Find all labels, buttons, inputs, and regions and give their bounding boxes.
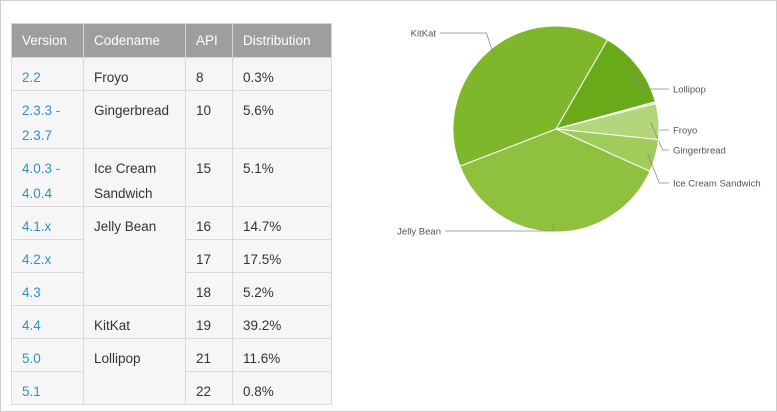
pie-slice-jelly-bean (459, 128, 651, 233)
pie-slice-lollipop (554, 39, 656, 130)
version-link[interactable]: 4.4 (11, 305, 84, 339)
api-cell: 8 (185, 57, 233, 91)
distribution-cell: 0.3% (232, 57, 332, 91)
codename-cell: Gingerbread (83, 90, 186, 149)
leader-line (630, 70, 669, 90)
table-header-row: Version Codename API Distribution (11, 23, 332, 58)
api-cell: 10 (185, 90, 233, 149)
version-link[interactable]: 5.1 (11, 371, 84, 405)
table-row: 4.4 KitKat 19 39.2% (11, 305, 332, 339)
table-row: 5.0 Lollipop 21 11.6% (11, 338, 332, 405)
version-link[interactable]: 4.3 (11, 272, 84, 306)
codename-cell: Ice Cream Sandwich (83, 148, 186, 207)
leader-line (650, 121, 669, 151)
table-row: 2.2 Froyo 8 0.3% (11, 57, 332, 91)
distribution-cell: 11.6% (232, 338, 332, 372)
slice-label: KitKat (411, 29, 437, 40)
table-row: 4.0.3 - 4.0.4 Ice Cream Sandwich 15 5.1% (11, 148, 332, 207)
distribution-cell: 5.2% (232, 272, 332, 306)
slice-label: Gingerbread (673, 146, 726, 157)
slice-label: Jelly Bean (397, 227, 441, 238)
slice-label: Ice Cream Sandwich (673, 179, 761, 190)
version-link[interactable]: 4.0.3 - 4.0.4 (11, 148, 84, 207)
version-link[interactable]: 4.1.x (11, 206, 84, 240)
header-api: API (185, 23, 233, 58)
codename-text: Ice Cream Sandwich (94, 161, 157, 201)
header-distribution: Distribution (232, 23, 332, 58)
slice-label: Froyo (673, 126, 697, 137)
distribution-cell: 5.1% (232, 148, 332, 207)
distribution-cell: 17.5% (232, 239, 332, 273)
table-row: 2.3.3 - 2.3.7 Gingerbread 10 5.6% (11, 90, 332, 149)
api-cell: 22 (185, 371, 233, 405)
slice-label: Lollipop (673, 85, 706, 96)
version-link[interactable]: 2.2 (11, 57, 84, 91)
distribution-cell: 39.2% (232, 305, 332, 339)
header-codename: Codename (83, 23, 186, 58)
api-cell: 17 (185, 239, 233, 273)
api-cell: 19 (185, 305, 233, 339)
pie-slice-kitkat (452, 25, 609, 167)
version-link[interactable]: 5.0 (11, 338, 84, 372)
distribution-cell: 0.8% (232, 371, 332, 405)
api-cell: 18 (185, 272, 233, 306)
table-row: 4.2.x 17 17.5% (11, 239, 332, 273)
distribution-pie-chart: Lollipop Froyo Gingerbread Ice Cream Sandwi… (397, 25, 761, 238)
leader-line (647, 153, 669, 184)
api-cell: 15 (185, 148, 233, 207)
table-row: 4.3 18 5.2% (11, 272, 332, 306)
table-row: 4.1.x Jelly Bean 16 14.7% (11, 206, 332, 306)
version-text: 2.3.3 - 2.3.7 (22, 103, 61, 143)
distribution-table: Version Codename API Distribution 2.2 Fr… (11, 23, 332, 405)
codename-cell: Jelly Bean (83, 206, 186, 306)
version-text: 4.0.3 - 4.0.4 (22, 161, 61, 201)
version-link[interactable]: 4.2.x (11, 239, 84, 273)
codename-cell: Lollipop (83, 338, 186, 405)
leader-line (440, 32, 495, 58)
header-version: Version (11, 23, 84, 58)
codename-cell: Froyo (83, 57, 186, 91)
table-row: 5.1 22 0.8% (11, 371, 332, 405)
api-cell: 16 (185, 206, 233, 240)
leader-line (445, 223, 554, 232)
version-link[interactable]: 2.3.3 - 2.3.7 (11, 90, 84, 149)
codename-cell: KitKat (83, 305, 186, 339)
distribution-cell: 14.7% (232, 206, 332, 240)
distribution-cell: 5.6% (232, 90, 332, 149)
api-cell: 21 (185, 338, 233, 372)
